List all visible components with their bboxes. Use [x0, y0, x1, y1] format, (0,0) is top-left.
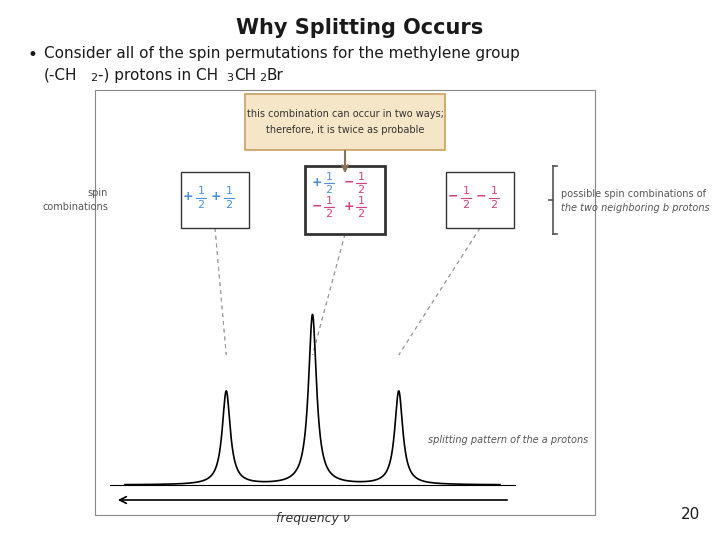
- Text: 1: 1: [225, 186, 233, 196]
- Text: this combination can occur in two ways;: this combination can occur in two ways;: [246, 109, 444, 119]
- Text: 2: 2: [357, 209, 364, 219]
- Text: Br: Br: [267, 68, 284, 83]
- Text: 1: 1: [358, 196, 364, 206]
- Text: -) protons in CH: -) protons in CH: [98, 68, 218, 83]
- Text: frequency ν: frequency ν: [276, 512, 349, 525]
- Text: 2: 2: [225, 200, 233, 210]
- Text: CH: CH: [234, 68, 256, 83]
- Text: 1: 1: [490, 186, 498, 196]
- Text: possible spin combinations of: possible spin combinations of: [561, 189, 706, 199]
- Text: −: −: [448, 190, 458, 202]
- Text: −: −: [312, 199, 322, 213]
- Text: Consider all of the spin permutations for the methylene group: Consider all of the spin permutations fo…: [44, 46, 520, 61]
- Text: therefore, it is twice as probable: therefore, it is twice as probable: [266, 125, 424, 135]
- Text: 1: 1: [325, 172, 333, 182]
- Text: spin
combinations: spin combinations: [42, 188, 108, 212]
- Text: 1: 1: [325, 196, 333, 206]
- Text: 2: 2: [490, 200, 498, 210]
- Text: 2: 2: [462, 200, 469, 210]
- Text: (-CH: (-CH: [44, 68, 78, 83]
- Text: 3: 3: [226, 73, 233, 83]
- Text: +: +: [182, 190, 193, 202]
- Bar: [95, 90, 595, 515]
- Text: +: +: [210, 190, 221, 202]
- Text: 2: 2: [197, 200, 204, 210]
- Text: •: •: [28, 46, 38, 64]
- Text: 2: 2: [325, 185, 333, 195]
- Bar: [305, 166, 385, 234]
- Text: the two neighboring b protons: the two neighboring b protons: [561, 203, 710, 213]
- Text: 1: 1: [197, 186, 204, 196]
- Text: 2: 2: [90, 73, 97, 83]
- FancyBboxPatch shape: [245, 94, 445, 150]
- Text: 1: 1: [358, 172, 364, 182]
- Text: splitting pattern of the a protons: splitting pattern of the a protons: [428, 435, 588, 445]
- Text: Why Splitting Occurs: Why Splitting Occurs: [236, 18, 484, 38]
- Bar: [181, 172, 249, 228]
- Text: 2: 2: [325, 209, 333, 219]
- Text: +: +: [311, 176, 322, 188]
- Text: 1: 1: [462, 186, 469, 196]
- Bar: [446, 172, 514, 228]
- Text: −: −: [343, 176, 354, 188]
- Text: +: +: [343, 199, 354, 213]
- Text: 20: 20: [680, 507, 700, 522]
- Text: 2: 2: [259, 73, 266, 83]
- Text: 2: 2: [357, 185, 364, 195]
- Text: −: −: [475, 190, 486, 202]
